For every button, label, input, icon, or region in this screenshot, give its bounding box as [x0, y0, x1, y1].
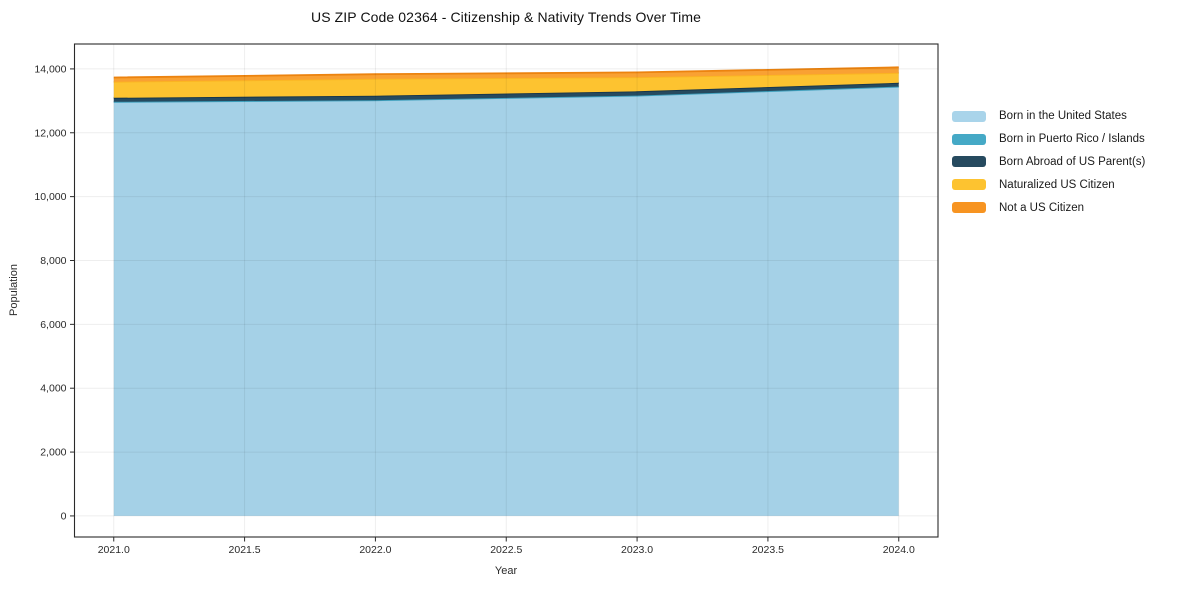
- chart-title: US ZIP Code 02364 - Citizenship & Nativi…: [310, 9, 702, 25]
- area-not-a-us-citizen: [113, 67, 899, 82]
- x-axis-title: Year: [494, 565, 518, 577]
- y-tick-label: 12,000: [34, 127, 66, 139]
- plot-area: 2021.0 2021.5 2022.0 2022.5 2023.0 2023.5 2024…: [34, 43, 939, 556]
- legend-label: Not a US Citizen: [999, 201, 1085, 214]
- edge-line-not-a-us-citizen: [113, 66, 899, 79]
- y-tick-label: 2,000: [40, 447, 66, 459]
- legend-item: Not a US Citizen: [952, 196, 1145, 219]
- legend-label: Born in Puerto Rico / Islands: [999, 133, 1145, 146]
- legend-item: Born in the United States: [952, 105, 1145, 128]
- y-tick-label: 14,000: [34, 63, 66, 75]
- legend: Born in the United States Born in Puerto…: [952, 105, 1145, 219]
- legend-label: Naturalized US Citizen: [999, 178, 1115, 191]
- legend-swatch: [952, 133, 986, 145]
- y-tick-label: 10,000: [34, 191, 66, 203]
- legend-swatch: [952, 110, 986, 122]
- x-tick-label: 2023.0: [621, 544, 653, 556]
- x-tick-label: 2022.5: [490, 544, 522, 556]
- y-tick-label: 8,000: [40, 255, 66, 267]
- x-tick-label: 2021.5: [229, 544, 261, 556]
- legend-label: Born Abroad of US Parent(s): [999, 155, 1146, 168]
- legend-item: Naturalized US Citizen: [952, 173, 1145, 196]
- x-tick-label: 2023.5: [752, 544, 784, 556]
- legend-swatch: [952, 202, 986, 214]
- legend-label: Born in the United States: [999, 110, 1127, 123]
- y-axis-title: Population: [8, 264, 20, 316]
- y-tick-label: 4,000: [40, 383, 66, 395]
- legend-item: Born Abroad of US Parent(s): [952, 151, 1145, 174]
- x-tick-label: 2022.0: [359, 544, 391, 556]
- area-born-in-the-united-states: [113, 86, 899, 516]
- y-tick-label: 0: [61, 510, 67, 522]
- x-tick-label: 2024.0: [883, 544, 915, 556]
- x-tick-label: 2021.0: [98, 544, 130, 556]
- legend-swatch: [952, 156, 986, 168]
- area-naturalized-us-citizen: [113, 72, 899, 98]
- y-tick-label: 6,000: [40, 319, 66, 331]
- legend-swatch: [952, 179, 986, 191]
- legend-item: Born in Puerto Rico / Islands: [952, 128, 1145, 151]
